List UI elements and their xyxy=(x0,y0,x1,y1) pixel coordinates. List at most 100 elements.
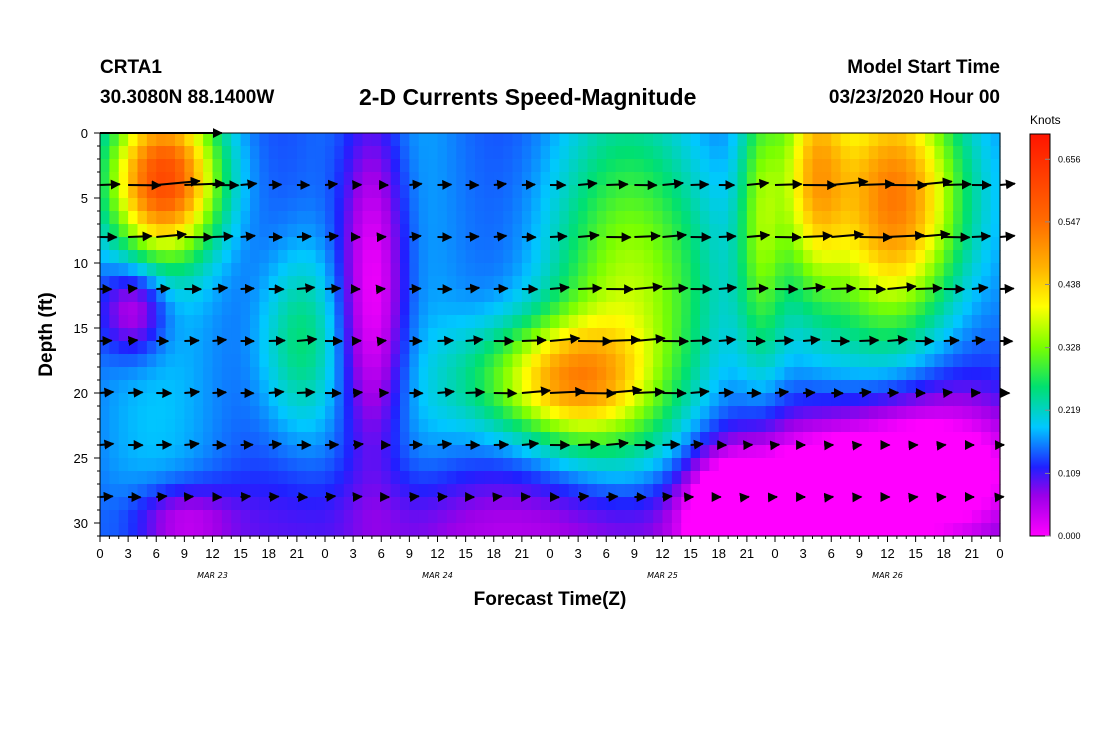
heatmap-cell xyxy=(100,432,110,446)
heatmap-cell xyxy=(371,458,382,472)
heatmap-cell xyxy=(934,224,945,238)
heatmap-cell xyxy=(981,341,992,355)
heatmap-cell xyxy=(446,198,457,212)
heatmap-cell xyxy=(109,458,120,472)
heatmap-cell xyxy=(493,484,504,498)
heatmap-cell xyxy=(503,133,514,147)
heatmap-cell xyxy=(793,406,804,420)
heatmap-cell xyxy=(278,510,289,524)
heatmap-cell xyxy=(390,276,401,290)
heatmap-cell xyxy=(671,471,682,485)
heatmap-cell xyxy=(165,471,176,485)
heatmap-cell xyxy=(859,185,870,199)
heatmap-cell xyxy=(400,289,410,303)
heatmap-cell xyxy=(934,198,945,212)
heatmap-cell xyxy=(343,198,354,212)
heatmap-cell xyxy=(100,172,110,186)
heatmap-cell xyxy=(109,523,120,537)
heatmap-cell xyxy=(362,380,373,394)
heatmap-cell xyxy=(934,276,945,290)
heatmap-cell xyxy=(231,341,242,355)
heatmap-cell xyxy=(943,523,954,537)
heatmap-cell xyxy=(700,406,710,420)
heatmap-cell xyxy=(325,159,335,173)
heatmap-cell xyxy=(840,497,851,511)
heatmap-cell xyxy=(418,523,429,537)
heatmap-cell xyxy=(709,198,720,212)
heatmap-cell xyxy=(259,133,270,147)
heatmap-cell xyxy=(775,393,785,407)
heatmap-cell xyxy=(165,341,176,355)
station-id: CRTA1 xyxy=(100,57,162,78)
heatmap-cell xyxy=(943,198,954,212)
heatmap-cell xyxy=(418,198,429,212)
heatmap-cell xyxy=(268,237,279,251)
heatmap-cell xyxy=(287,419,298,433)
heatmap-cell xyxy=(540,341,551,355)
heatmap-cell xyxy=(746,380,757,394)
heatmap-cell xyxy=(821,315,832,329)
heatmap-cell xyxy=(456,289,467,303)
heatmap-cell xyxy=(568,510,579,524)
heatmap-cell xyxy=(559,471,570,485)
heatmap-cell xyxy=(653,289,664,303)
heatmap-cell xyxy=(325,471,335,485)
heatmap-cell xyxy=(381,198,392,212)
heatmap-cell xyxy=(428,172,439,186)
heatmap-cell xyxy=(259,289,270,303)
heatmap-cell xyxy=(137,172,148,186)
heatmap-cell xyxy=(334,406,345,420)
heatmap-cell xyxy=(203,367,214,381)
heatmap-cell xyxy=(231,289,242,303)
heatmap-cell xyxy=(353,406,364,420)
heatmap-cell xyxy=(821,172,832,186)
heatmap-cell xyxy=(240,237,251,251)
heatmap-cell xyxy=(287,523,298,537)
heatmap-cell xyxy=(943,328,954,342)
heatmap-cell xyxy=(850,497,860,511)
heatmap-cell xyxy=(821,211,832,225)
heatmap-cell xyxy=(137,237,148,251)
heatmap-cell xyxy=(296,445,307,459)
heatmap-cell xyxy=(896,146,907,160)
heatmap-cell xyxy=(475,302,485,316)
heatmap-cell xyxy=(512,133,523,147)
x-tick-label: 18 xyxy=(937,546,951,561)
heatmap-cell xyxy=(146,133,157,147)
model-start-value: 03/23/2020 Hour 00 xyxy=(828,87,1000,108)
heatmap-cell xyxy=(428,146,439,160)
heatmap-cell xyxy=(343,133,354,147)
heatmap-cell xyxy=(137,341,148,355)
heatmap-cell xyxy=(606,250,617,264)
heatmap-cell xyxy=(615,276,626,290)
heatmap-cell xyxy=(437,133,448,147)
heatmap-cell xyxy=(278,523,289,537)
heatmap-cell xyxy=(821,510,832,524)
heatmap-cell xyxy=(325,315,335,329)
heatmap-cell xyxy=(100,315,110,329)
heatmap-cell xyxy=(746,354,757,368)
heatmap-cell xyxy=(428,315,439,329)
current-vector xyxy=(803,335,821,346)
heatmap-cell xyxy=(596,302,607,316)
heatmap-cell xyxy=(390,393,401,407)
heatmap-cell xyxy=(671,458,682,472)
heatmap-cell xyxy=(475,237,485,251)
heatmap-cell xyxy=(250,432,260,446)
heatmap-cell xyxy=(971,211,982,225)
heatmap-cell xyxy=(803,393,814,407)
heatmap-cell xyxy=(878,224,889,238)
heatmap-cell xyxy=(915,341,926,355)
heatmap-cell xyxy=(381,159,392,173)
heatmap-cell xyxy=(184,302,195,316)
heatmap-cell xyxy=(915,289,926,303)
heatmap-cell xyxy=(371,354,382,368)
heatmap-cell xyxy=(943,159,954,173)
heatmap-cell xyxy=(343,432,354,446)
heatmap-cell xyxy=(418,224,429,238)
heatmap-cell xyxy=(175,289,185,303)
x-tick-label: 12 xyxy=(655,546,669,561)
current-vector xyxy=(240,491,252,502)
heatmap-cell xyxy=(400,458,410,472)
heatmap-cell xyxy=(278,146,289,160)
